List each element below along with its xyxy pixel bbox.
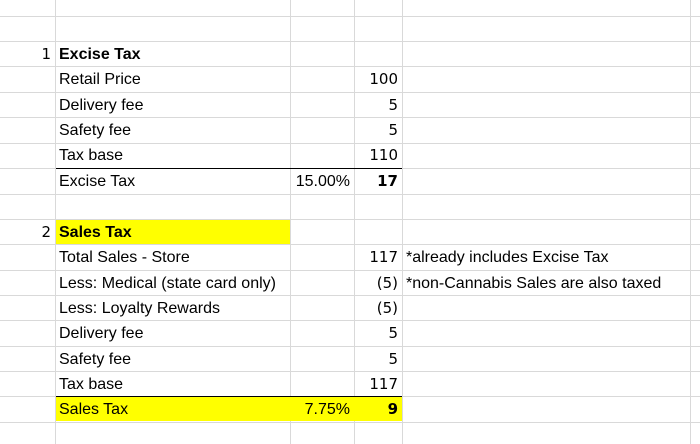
section-number[interactable]: 1 [41,45,51,63]
row-rate[interactable]: 7.75% [304,401,350,418]
gridline [0,371,700,372]
gridline [0,66,700,67]
row-value[interactable]: 5 [388,121,398,139]
row-value[interactable]: 117 [369,248,398,266]
gridline [0,219,700,220]
row-label[interactable]: Delivery fee [59,97,144,114]
gridline [0,92,700,93]
gridline [55,0,56,444]
row-value[interactable]: 110 [369,146,398,164]
row-label[interactable]: Tax base [59,147,124,164]
gridline [0,143,700,144]
gridline [0,16,700,17]
row-value[interactable]: 17 [377,172,398,190]
row-label[interactable]: Sales Tax [59,401,129,418]
highlight-fill [56,397,402,421]
row-rate[interactable]: 15.00% [295,173,350,190]
section-title[interactable]: Sales Tax [59,224,132,241]
row-value[interactable]: 9 [387,400,398,418]
row-label[interactable]: Total Sales - Store [59,249,190,266]
row-label[interactable]: Excise Tax [59,173,136,190]
row-label[interactable]: Delivery fee [59,325,144,342]
gridline [402,0,403,444]
row-note[interactable]: *non-Cannabis Sales are also taxed [406,275,662,292]
gridline [0,295,700,296]
row-label[interactable]: Safety fee [59,122,132,139]
row-value[interactable]: 5 [388,350,398,368]
gridline [690,0,691,444]
row-value[interactable]: (5) [376,274,398,292]
gridline [290,0,291,444]
gridline [0,194,700,195]
row-label[interactable]: Safety fee [59,351,132,368]
highlight-fill [56,220,290,244]
row-note[interactable]: *already includes Excise Tax [406,249,609,266]
gridline [0,244,700,245]
row-value[interactable]: 5 [388,324,398,342]
gridline [0,320,700,321]
row-label[interactable]: Less: Loyalty Rewards [59,300,220,317]
section-number[interactable]: 2 [41,223,51,241]
section-title[interactable]: Excise Tax [59,46,141,63]
row-label[interactable]: Retail Price [59,71,141,88]
gridline [0,346,700,347]
gridline [0,41,700,42]
gridline [0,270,700,271]
gridline [0,422,700,423]
row-label[interactable]: Tax base [59,376,124,393]
gridline [0,117,700,118]
row-value[interactable]: 100 [369,70,398,88]
total-border [56,168,402,169]
row-value[interactable]: 117 [369,375,398,393]
row-value[interactable]: (5) [376,299,398,317]
total-border [56,396,402,397]
gridline [354,0,355,444]
row-value[interactable]: 5 [388,96,398,114]
row-label[interactable]: Less: Medical (state card only) [59,275,276,292]
